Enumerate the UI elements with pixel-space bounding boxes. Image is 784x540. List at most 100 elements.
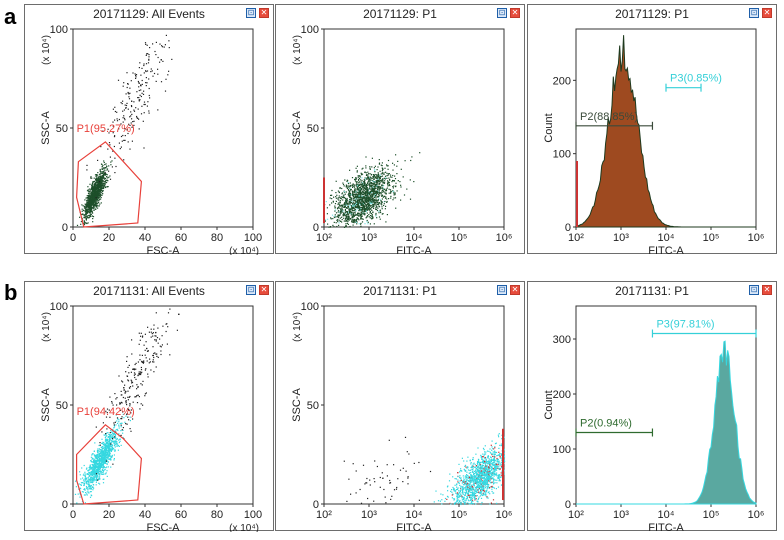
data-point [74,493,77,495]
data-point [357,178,360,181]
minimize-icon[interactable]: ⊡ [246,285,256,295]
data-point [378,203,380,205]
data-point [106,455,108,457]
minimize-icon[interactable]: ⊡ [749,8,759,18]
data-point [493,456,495,458]
data-point [91,479,93,481]
data-point [91,183,94,185]
data-point [81,210,83,212]
data-point [115,165,117,168]
data-point [86,211,88,213]
data-point [122,427,124,429]
data-point [108,449,110,451]
data-point [465,480,467,482]
data-point [103,167,105,169]
data-point [127,91,129,94]
data-point [100,450,102,452]
data-point [92,188,94,190]
minimize-icon[interactable]: ⊡ [497,285,507,295]
data-point [91,211,93,213]
data-point [471,497,473,499]
data-point [85,473,87,475]
data-point [115,414,117,416]
data-point [454,484,456,486]
data-point [92,207,94,209]
data-point [86,201,88,204]
close-icon[interactable]: ✕ [762,8,772,18]
data-point [359,191,361,193]
data-point [330,194,332,196]
data-point [343,226,346,228]
data-point [104,185,106,188]
data-point [486,485,488,488]
data-point [96,475,98,477]
data-point [87,483,89,485]
data-point [105,433,107,435]
data-point [112,437,114,440]
data-point [365,201,367,203]
minimize-icon[interactable]: ⊡ [497,8,507,18]
data-point [367,175,369,177]
data-point [127,366,129,368]
close-icon[interactable]: ✕ [259,285,269,295]
close-icon[interactable]: ✕ [510,8,520,18]
data-point [356,223,358,225]
data-point [95,196,97,198]
data-point [94,479,96,481]
data-point [91,454,93,456]
data-point [91,189,94,191]
data-point [447,496,449,498]
data-point [371,191,373,193]
data-point [373,177,375,179]
data-point [125,107,127,109]
data-point [88,200,90,202]
data-point [139,339,141,341]
data-point [413,181,415,183]
data-point [367,206,369,208]
data-point [335,192,337,194]
data-point [96,178,98,180]
data-point [114,110,116,113]
gate-label: P1(94.42%) [77,406,135,418]
data-point [367,202,369,204]
close-icon[interactable]: ✕ [510,285,520,295]
data-point [88,473,90,475]
data-point [382,185,384,187]
data-point [490,452,492,454]
data-point [93,487,95,489]
data-point [102,482,105,484]
data-point [109,432,111,434]
data-point [85,197,87,199]
data-point [100,465,102,467]
data-point [351,198,353,200]
data-point [365,196,367,198]
x-axis-exponent: (x 10⁴) [229,246,259,255]
data-point [126,404,128,406]
data-point [103,462,105,464]
data-point [145,63,148,65]
data-point [103,444,105,446]
data-point [389,189,392,191]
data-point [98,201,100,204]
data-point [129,124,131,126]
data-point [146,53,148,55]
data-point [94,466,96,468]
close-icon[interactable]: ✕ [259,8,269,18]
data-point [97,159,99,161]
data-point [94,194,96,196]
data-point [104,455,106,457]
data-point [390,195,392,197]
x-axis-exponent: (x 10⁴) [229,523,259,532]
data-point [342,209,344,211]
data-point [112,447,114,450]
minimize-icon[interactable]: ⊡ [246,8,256,18]
data-point [486,466,488,468]
data-point [103,182,105,184]
data-point [102,130,104,132]
data-point [88,484,90,486]
data-point [363,188,365,191]
data-point [99,483,101,485]
data-point [93,187,95,189]
data-point [143,103,145,106]
data-point [473,479,476,481]
